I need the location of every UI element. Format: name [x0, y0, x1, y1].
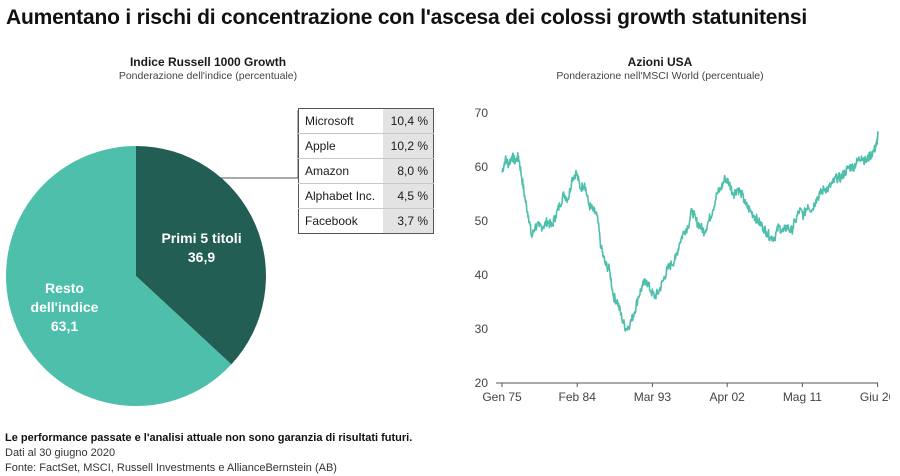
stock-name: Alphabet Inc. — [298, 183, 384, 209]
pie-slice — [136, 146, 266, 365]
x-tick-label: Apr 02 — [710, 390, 746, 404]
pie-slice-label: 36,9 — [188, 249, 215, 265]
line-subheading: Ponderazione nell'MSCI World (percentual… — [556, 70, 764, 82]
y-tick-label: 60 — [475, 160, 489, 174]
us-weight-series-line — [501, 130, 879, 332]
y-tick-label: 40 — [475, 268, 489, 282]
x-tick-label: Feb 84 — [559, 390, 597, 404]
stock-name: Apple — [298, 133, 384, 159]
stock-name: Facebook — [305, 214, 358, 228]
stock-name: Amazon — [298, 158, 384, 184]
y-tick-label: 50 — [475, 214, 489, 228]
x-tick-label: Gen 75 — [482, 390, 522, 404]
pie-slice — [5, 146, 232, 406]
table-row: Apple 10,2 % — [298, 133, 434, 159]
y-tick-label: 20 — [475, 376, 489, 390]
x-tick-label: Giu 20 — [860, 390, 890, 404]
table-row: Microsoft 10,4 % — [298, 108, 434, 134]
stock-weight: 10,2 % — [383, 133, 434, 159]
x-tick-label: Mag 11 — [783, 390, 822, 404]
pie-slice-label: Resto — [45, 280, 84, 296]
stock-weight: 10,4 % — [383, 108, 434, 134]
stock-weight: 8,0 % — [383, 158, 434, 184]
line-chart: 20 30 40 50 60 70 Gen 75 Feb 84 Mar 93 Apr 02 Mag … — [475, 106, 890, 404]
table-row: Alphabet Inc. 4,5 % — [298, 183, 434, 209]
pie-heading: Indice Russell 1000 Growth — [129, 55, 287, 69]
source-note: Fonte: FactSet, MSCI, Russell Investment… — [5, 462, 337, 474]
table-row: Amazon 8,0 % — [298, 158, 434, 184]
stock-weight: 4,5 % — [383, 183, 434, 209]
table-row: Facebook 3,7 % — [299, 208, 434, 234]
x-tick-label: Mar 93 — [634, 390, 672, 404]
y-tick-label: 70 — [475, 106, 489, 120]
stock-weight: 3,7 % — [383, 208, 434, 234]
pie-subheading: Ponderazione dell'indice (percentuale) — [118, 70, 298, 82]
pie-slice-label: dell'indice — [31, 299, 99, 315]
pie-slice-label: 63,1 — [51, 318, 78, 334]
line-heading: Azioni USA — [627, 55, 693, 69]
pie-chart: Primi 5 titoli 36,9 Resto dell'indice 63,1 — [5, 110, 299, 406]
top5-table: Microsoft 10,4 % Apple 10,2 % Amazon 8,0 % Alp… — [298, 108, 434, 234]
disclaimer: Le performance passate e l'analisi attua… — [5, 432, 413, 444]
date-note: Dati al 30 giugno 2020 — [5, 447, 116, 459]
pie-slice-label: Primi 5 titoli — [161, 230, 241, 246]
chart-title: Aumentano i rischi di concentrazione con… — [6, 6, 807, 29]
y-tick-label: 30 — [475, 322, 489, 336]
stock-name: Microsoft — [298, 108, 384, 134]
